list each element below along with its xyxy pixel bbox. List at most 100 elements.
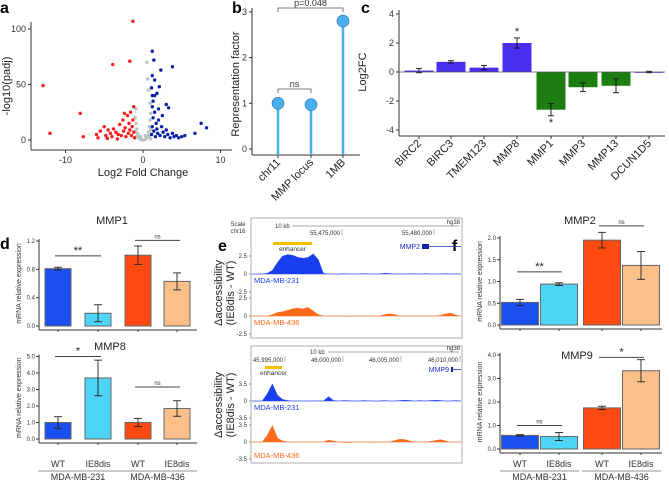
data-point bbox=[132, 136, 137, 140]
significance-label: ns bbox=[154, 381, 160, 387]
data-point bbox=[152, 129, 156, 133]
data-point bbox=[121, 118, 125, 122]
y-tick-label: 3.0 bbox=[488, 377, 497, 383]
data-point bbox=[118, 122, 122, 127]
data-point bbox=[108, 131, 113, 136]
data-point bbox=[204, 126, 209, 130]
y-tick-label: -2 bbox=[386, 96, 394, 106]
data-point bbox=[156, 118, 161, 122]
data-point bbox=[163, 134, 167, 139]
y-tick-label: 5.0 bbox=[27, 355, 36, 361]
data-point bbox=[155, 127, 159, 131]
data-point bbox=[121, 129, 126, 133]
y-tick-label: 4.0 bbox=[27, 371, 36, 377]
scalebar-label: 10 kb bbox=[275, 224, 290, 230]
chart-title: MMP8 bbox=[94, 341, 126, 353]
coordinate-label: 55,480,000 bbox=[402, 231, 433, 237]
data-point bbox=[98, 129, 103, 133]
data-point bbox=[127, 121, 131, 126]
data-point bbox=[78, 111, 82, 116]
data-point bbox=[150, 73, 154, 78]
gene-label: MMP2 bbox=[400, 244, 420, 251]
panel-label-c: c bbox=[361, 0, 370, 17]
data-point bbox=[146, 88, 151, 92]
track-y-tick-label: -2.5 bbox=[237, 332, 248, 338]
significance-bracket bbox=[277, 88, 312, 93]
y-axis-label: mRNA relative expression bbox=[16, 243, 23, 324]
data-point bbox=[150, 93, 154, 98]
data-point bbox=[128, 110, 133, 114]
data-point bbox=[105, 136, 110, 141]
x-tick-label: 1MB bbox=[324, 157, 348, 181]
data-point bbox=[119, 133, 124, 138]
enhancer-bar bbox=[265, 366, 282, 369]
track-y-tick-label: 2.5 bbox=[239, 254, 248, 260]
y-tick-label: 50 bbox=[16, 80, 26, 90]
data-point bbox=[148, 118, 152, 122]
data-point bbox=[156, 131, 160, 136]
y-tick-label: 1.5 bbox=[488, 258, 497, 264]
data-point bbox=[166, 106, 171, 110]
data-point bbox=[128, 59, 132, 63]
data-point bbox=[150, 105, 154, 109]
lollipop-head bbox=[336, 14, 350, 28]
significance-star: * bbox=[549, 117, 554, 129]
track-y-tick-label: 2.5 bbox=[239, 296, 248, 302]
data-point bbox=[170, 65, 175, 69]
significance-star: * bbox=[515, 26, 520, 38]
group-label: MDA-MB-436 bbox=[130, 472, 185, 482]
y-tick-label: 1 bbox=[242, 98, 247, 108]
bar bbox=[583, 407, 621, 450]
y-tick-label: 2.0 bbox=[27, 404, 36, 410]
y-axis-label: Representation factor bbox=[230, 31, 242, 137]
data-point bbox=[128, 128, 132, 132]
data-point bbox=[168, 136, 172, 140]
data-point bbox=[153, 134, 158, 139]
data-point bbox=[41, 83, 45, 88]
data-point bbox=[102, 124, 106, 129]
data-point bbox=[166, 132, 170, 137]
track-y-tick-label: -2.5 bbox=[237, 290, 248, 296]
y-axis-label: mRNA relative expression bbox=[16, 357, 23, 438]
group-label: MDA-MB-436 bbox=[594, 472, 649, 482]
data-point bbox=[149, 111, 153, 116]
data-point bbox=[152, 110, 157, 114]
data-point bbox=[159, 124, 164, 129]
coordinate-label: 45,995,000 bbox=[253, 358, 284, 364]
data-point bbox=[160, 113, 165, 118]
data-point bbox=[122, 111, 127, 116]
y-axis-label-line1: Δaccessibility bbox=[213, 371, 225, 438]
bar bbox=[436, 61, 466, 72]
y-axis-label: mRNA relative expression bbox=[477, 362, 484, 443]
accessibility-signal bbox=[252, 253, 461, 275]
x-tick-label: WT bbox=[51, 459, 65, 469]
x-tick-label: MMP1 bbox=[525, 138, 556, 169]
significance-label: ns bbox=[536, 420, 542, 426]
y-tick-label: 1.0 bbox=[488, 280, 497, 286]
data-point bbox=[157, 85, 161, 89]
y-axis-label: mRNA relative expression bbox=[477, 241, 484, 322]
data-point bbox=[138, 134, 143, 139]
group-label: MDA-MB-231 bbox=[51, 472, 106, 482]
data-point bbox=[130, 124, 134, 129]
coordinate-label: 46,005,000 bbox=[369, 358, 400, 364]
y-tick-label: 0 bbox=[242, 144, 247, 154]
data-point bbox=[149, 132, 154, 137]
data-point bbox=[129, 133, 134, 138]
data-point bbox=[134, 121, 138, 126]
y-tick-label: 0.0 bbox=[27, 324, 36, 330]
x-tick-label: MMP8 bbox=[491, 138, 522, 169]
data-point bbox=[94, 132, 99, 137]
accessibility-signal bbox=[252, 307, 462, 317]
significance-label: ns bbox=[618, 220, 624, 226]
data-point bbox=[156, 107, 161, 111]
bar-chart-mmp9: 0.0 1.0 2.0 3.0 4.0 mRNA relative expression M… bbox=[477, 346, 662, 482]
y-tick-label: 0 bbox=[21, 135, 26, 145]
panel-label-a: a bbox=[0, 0, 9, 17]
panel-label-d: d bbox=[0, 236, 10, 253]
panel-label-b: b bbox=[232, 0, 242, 17]
data-point bbox=[174, 133, 179, 138]
